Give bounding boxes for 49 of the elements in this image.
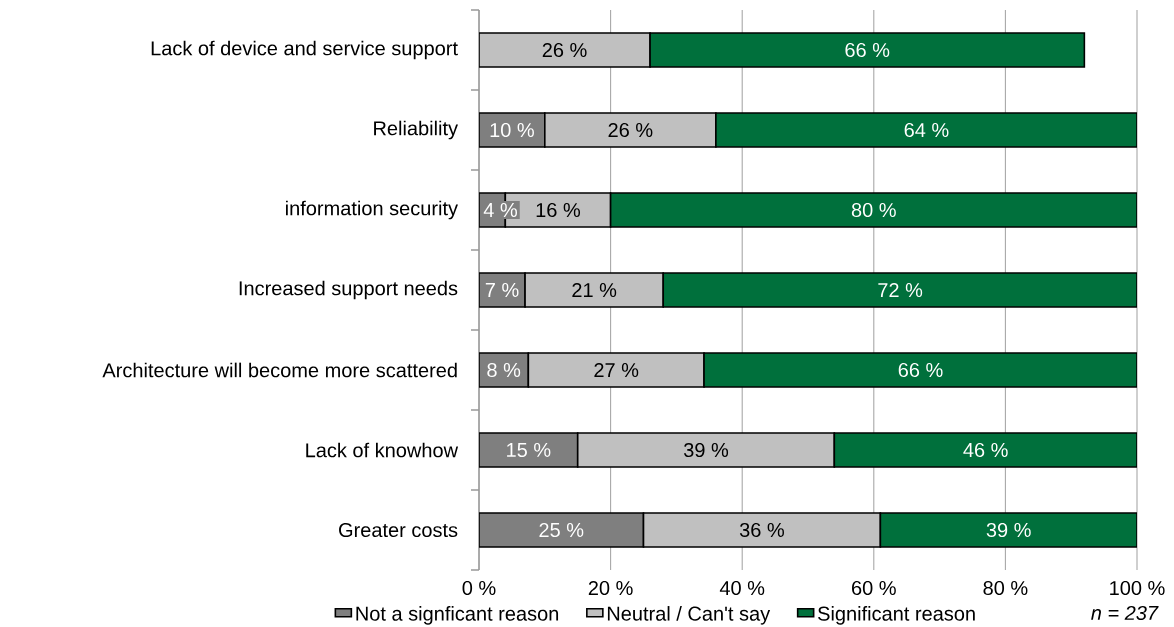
bar [479, 32, 651, 68]
bar [609, 192, 1137, 228]
bar [833, 432, 1137, 468]
data-label: 10 % [490, 122, 534, 138]
data-label: 21 % [572, 282, 617, 298]
bar [527, 352, 705, 388]
y-tick-label: Greater costs [339, 522, 458, 538]
x-tick-label: 40 % [719, 580, 765, 596]
data-label: 27 % [594, 362, 639, 378]
data-label: 46 % [963, 442, 1008, 458]
legend-label: Not a signficant reason [356, 606, 559, 625]
data-label: 8 % [487, 362, 521, 378]
x-tick-label: 80 % [983, 580, 1028, 596]
y-tick-label: Reliability [374, 120, 458, 140]
y-tick-label: information security [286, 200, 458, 220]
y-tick-label: Lack of device and service support [151, 40, 458, 60]
legend-label: Neutral / Can't say [607, 606, 771, 625]
y-tick-label: Lack of knowhow [306, 442, 459, 458]
legend-label: Significant reason [818, 606, 975, 625]
bar [576, 432, 836, 468]
data-label: 36 % [739, 522, 784, 538]
bar [879, 512, 1137, 548]
bar [479, 512, 645, 548]
data-label: 39 % [986, 522, 1031, 538]
y-tick-label: Increased support needs [239, 280, 458, 300]
data-label: 15 % [507, 442, 551, 458]
x-tick-label: 0 % [462, 580, 496, 596]
data-label: 72 % [878, 282, 923, 298]
x-tick-label: 100 % [1110, 580, 1165, 596]
data-label: 66 % [845, 42, 890, 58]
data-label: 16 % [536, 202, 581, 218]
bar [703, 352, 1137, 388]
x-tick-label: 60 % [852, 580, 896, 596]
x-tick-label: 20 % [588, 580, 633, 596]
data-label: 7 % [485, 283, 519, 297]
bar [649, 32, 1086, 68]
data-label: 39 % [683, 442, 729, 458]
data-label: 80 % [851, 202, 896, 218]
data-label: 64 % [904, 122, 949, 138]
bar [715, 112, 1137, 148]
data-label: 26 % [608, 122, 653, 138]
text: n = 237 [1091, 605, 1159, 621]
y-tick-label: Architecture will become more scattered [102, 362, 457, 378]
bar [544, 112, 717, 148]
bar [662, 272, 1137, 308]
data-label: 66 % [898, 362, 943, 378]
data-label: 25 % [539, 522, 584, 538]
bar [642, 512, 882, 548]
data-label: 26 % [542, 42, 587, 58]
